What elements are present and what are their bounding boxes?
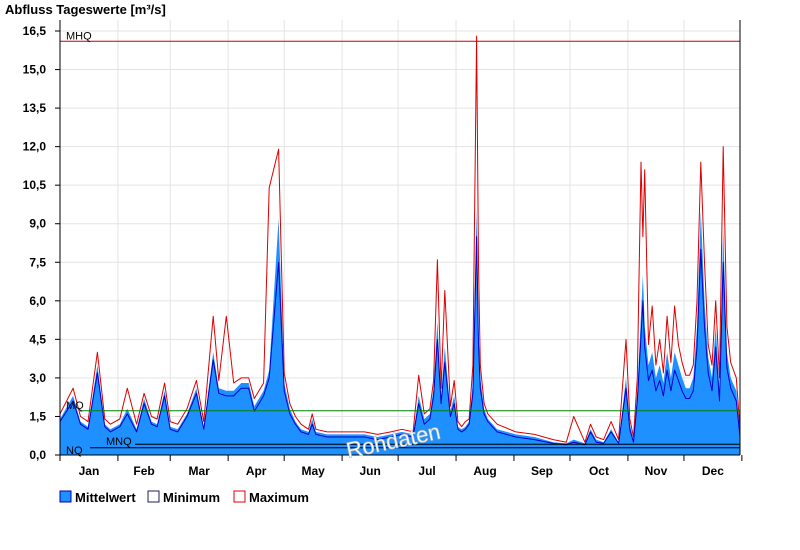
x-tick-label: Sep bbox=[531, 464, 553, 478]
legend-swatch-maximum bbox=[233, 490, 246, 503]
chart-title: Abfluss Tageswerte [m³/s] bbox=[5, 2, 166, 17]
legend-swatch-mittelwert bbox=[59, 490, 72, 503]
y-tick-label: 4,5 bbox=[29, 332, 46, 346]
reference-label-mhq: MHQ bbox=[66, 30, 92, 42]
legend-swatch-minimum bbox=[147, 490, 160, 503]
y-tick-label: 16,5 bbox=[23, 24, 47, 38]
series-line-minimum bbox=[59, 236, 741, 446]
legend-label-minimum: Minimum bbox=[163, 490, 220, 505]
x-tick-label: May bbox=[301, 464, 325, 478]
reference-lines: MHQ MQ MNQ NQ bbox=[60, 30, 740, 457]
x-tick-label: Apr bbox=[246, 464, 267, 478]
x-tick-label: Jun bbox=[359, 464, 380, 478]
y-tick-label: 9,0 bbox=[29, 217, 46, 231]
x-tick-label: Jan bbox=[79, 464, 100, 478]
reference-label-mnq: MNQ bbox=[106, 436, 132, 448]
y-tick-label: 7,5 bbox=[29, 255, 46, 269]
legend: Mittelwert Minimum Maximum bbox=[59, 490, 309, 505]
y-tick-label: 0,0 bbox=[29, 448, 46, 462]
x-tick-label: Oct bbox=[589, 464, 609, 478]
reference-label-nq: NQ bbox=[66, 445, 83, 457]
series-layer bbox=[59, 35, 741, 455]
watermark-text: Rohdaten bbox=[344, 419, 443, 463]
y-tick-label: 3,0 bbox=[29, 371, 46, 385]
reference-label-mq: MQ bbox=[66, 400, 84, 412]
x-tick-label: Dec bbox=[702, 464, 724, 478]
x-tick-label: Feb bbox=[133, 464, 154, 478]
legend-label-maximum: Maximum bbox=[249, 490, 309, 505]
y-tick-label: 10,5 bbox=[23, 178, 47, 192]
y-tick-label: 6,0 bbox=[29, 294, 46, 308]
y-tick-label: 13,5 bbox=[23, 101, 47, 115]
x-tick-label: Nov bbox=[645, 464, 668, 478]
x-tick-label: Aug bbox=[473, 464, 496, 478]
x-tick-label: Jul bbox=[418, 464, 435, 478]
y-tick-label: 1,5 bbox=[29, 409, 46, 423]
y-tick-label: 12,0 bbox=[23, 140, 47, 154]
x-tick-label: Mar bbox=[189, 464, 211, 478]
series-area-mittelwert bbox=[60, 208, 740, 455]
axes: 0,0 1,5 3,0 4,5 6,0 7,5 9,0 10,5 12,0 13,5 15,0 16,… bbox=[23, 20, 743, 478]
legend-label-mittelwert: Mittelwert bbox=[75, 490, 136, 505]
y-tick-label: 15,0 bbox=[23, 63, 47, 77]
series-line-maximum bbox=[59, 35, 741, 443]
